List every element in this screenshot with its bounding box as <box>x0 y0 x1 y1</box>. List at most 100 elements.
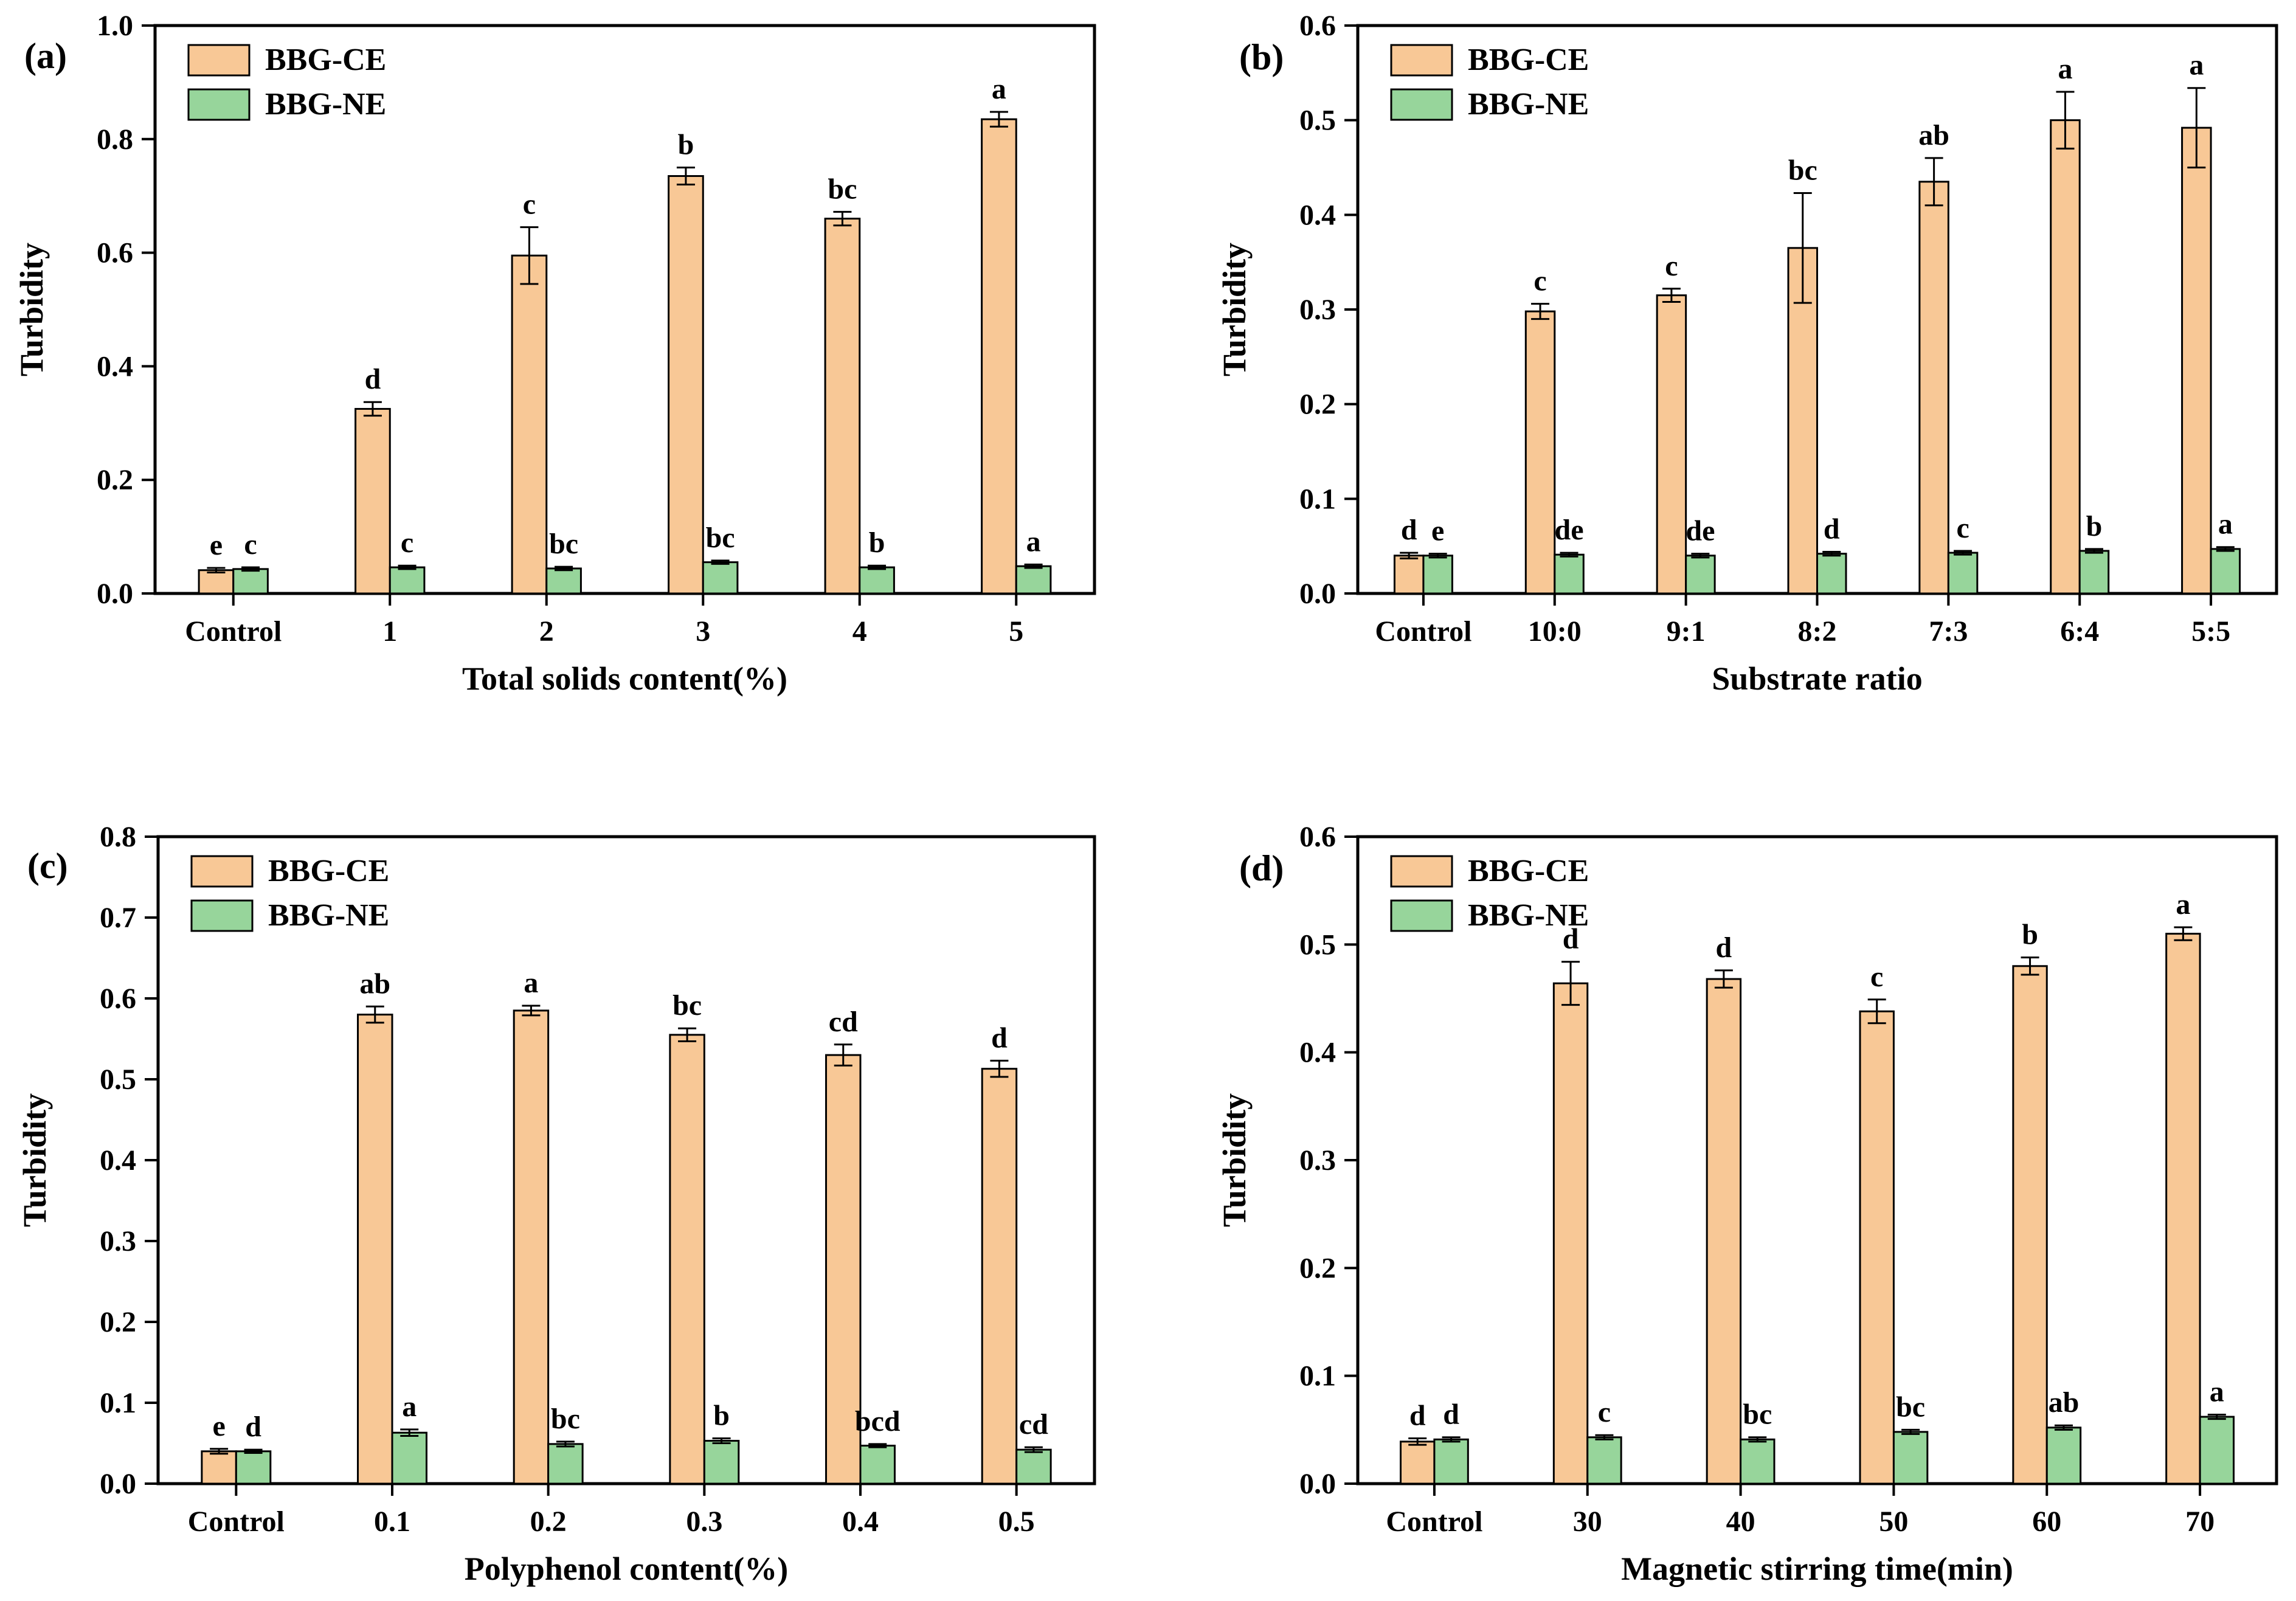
sig-letter: b <box>678 129 694 161</box>
x-tick-label: Control <box>1386 1506 1482 1538</box>
bar-bbg-ne-6:4 <box>2078 550 2110 595</box>
sig-letter: c <box>401 527 413 559</box>
bar-bbg-ne-40 <box>1740 1438 1776 1485</box>
x-axis-title: Magnetic stirring time(min) <box>1621 1551 2013 1587</box>
y-tick-label: 0.4 <box>1299 1037 1336 1069</box>
sig-letter: d <box>1443 1399 1459 1431</box>
x-axis-title: Substrate ratio <box>1712 660 1922 697</box>
sig-letter: b <box>713 1400 730 1432</box>
x-tick-label: 10:0 <box>1528 615 1582 648</box>
bar-bbg-ce-0.2 <box>513 1009 550 1485</box>
sig-letter: d <box>365 363 381 395</box>
bar-bbg-ne-5:5 <box>2210 548 2241 595</box>
bar-bbg-ce-50 <box>1859 1010 1895 1485</box>
bar-bbg-ne-70 <box>2199 1416 2235 1485</box>
panel-letter: (c) <box>27 846 68 886</box>
x-tick-label: 40 <box>1726 1506 1755 1538</box>
sig-letter: ab <box>2049 1386 2080 1419</box>
legend-swatch-bbg-ce <box>187 44 251 77</box>
legend-label-bbg-ne: BBG-NE <box>265 87 386 122</box>
x-tick-label: Control <box>1375 615 1471 648</box>
bar-bbg-ne-0.5 <box>1015 1448 1052 1485</box>
bar-bbg-ce-0.4 <box>825 1054 862 1485</box>
x-tick-label: 30 <box>1573 1506 1602 1538</box>
bar-bbg-ne-3 <box>702 561 739 595</box>
sig-letter: c <box>1870 961 1883 993</box>
sig-letter: d <box>245 1411 261 1443</box>
sig-letter: c <box>1665 250 1678 282</box>
bar-bbg-ne-control <box>235 1450 272 1485</box>
bar-bbg-ne-50 <box>1892 1431 1929 1485</box>
panel-b-substrate-ratio: (b) Turbidity 0.0 0.1 0.2 0.3 0.4 0.5 0.6 Control… <box>1148 0 2296 800</box>
y-tick-label: 0.6 <box>97 237 133 269</box>
bar-bbg-ce-1 <box>354 407 391 595</box>
sig-letter: d <box>1401 514 1417 546</box>
panel-d-stirring-time: (d) Turbidity 0.0 0.1 0.2 0.3 0.4 0.5 0.6 Control… <box>1148 800 2296 1601</box>
bar-bbg-ce-2 <box>511 254 548 595</box>
legend-label-bbg-ce: BBG-CE <box>1468 43 1589 77</box>
y-tick-label: 0.6 <box>1299 10 1336 42</box>
bar-bbg-ce-control <box>198 569 235 595</box>
sig-letter: d <box>1563 923 1579 955</box>
bar-bbg-ne-60 <box>2045 1426 2082 1485</box>
x-tick-label: 0.5 <box>998 1506 1035 1538</box>
y-tick-label: 0.8 <box>97 123 133 156</box>
bar-bbg-ce-control <box>1400 1440 1436 1485</box>
bar-bbg-ce-0.3 <box>669 1034 705 1485</box>
bar-bbg-ce-5:5 <box>2181 126 2212 595</box>
sig-letter: a <box>2210 1376 2224 1408</box>
x-tick-label: 9:1 <box>1667 615 1706 648</box>
x-axis-title: Polyphenol content(%) <box>465 1551 789 1587</box>
x-tick-label: 0.2 <box>530 1506 567 1538</box>
y-tick-label: 0.6 <box>100 983 136 1015</box>
y-tick-label: 0.8 <box>100 821 136 853</box>
bar-bbg-ce-0.1 <box>357 1014 393 1485</box>
x-tick-label: 60 <box>2032 1506 2061 1538</box>
bar-bbg-ne-30 <box>1586 1436 1622 1485</box>
sig-letter: c <box>1956 512 1969 544</box>
sig-letter: a <box>402 1391 417 1423</box>
bar-bbg-ne-5 <box>1015 565 1052 595</box>
sig-letter: a <box>2058 53 2072 85</box>
legend-label-bbg-ne: BBG-NE <box>1468 898 1589 933</box>
sig-letter: bc <box>1743 1399 1772 1431</box>
y-tick-label: 0.0 <box>1299 578 1336 610</box>
y-tick-label: 0.2 <box>100 1306 136 1338</box>
x-tick-label: 2 <box>539 615 554 648</box>
x-tick-label: Control <box>185 615 282 648</box>
x-tick-label: 1 <box>382 615 397 648</box>
y-axis-title: Turbidity <box>1216 243 1253 376</box>
sig-letter: a <box>992 73 1006 105</box>
sig-letter: a <box>1026 525 1041 558</box>
plot-frame <box>153 24 1096 595</box>
panel-letter: (a) <box>24 36 67 76</box>
sig-letter: bc <box>673 989 702 1022</box>
sig-letter: e <box>1431 515 1444 547</box>
x-tick-label: 6:4 <box>2060 615 2099 648</box>
x-tick-label: 7:3 <box>1929 615 1968 648</box>
y-tick-label: 1.0 <box>97 10 133 42</box>
plot-frame <box>1356 835 2278 1485</box>
sig-letter: b <box>869 527 885 559</box>
y-axis-title: Turbidity <box>13 243 50 376</box>
bar-bbg-ce-control <box>1393 555 1425 595</box>
y-tick-label: 0.2 <box>1299 389 1336 421</box>
sig-letter: cd <box>1019 1408 1048 1440</box>
sig-letter: bc <box>551 1403 580 1435</box>
legend-swatch-bbg-ce <box>190 855 254 888</box>
y-tick-label: 0.1 <box>1299 1360 1336 1392</box>
y-axis-title: Turbidity <box>16 1093 53 1227</box>
sig-letter: bc <box>1788 154 1817 187</box>
y-tick-label: 0.3 <box>1299 294 1336 326</box>
legend-swatch-bbg-ne <box>187 88 251 121</box>
sig-letter: c <box>1534 265 1546 297</box>
bar-bbg-ce-5 <box>981 118 1017 595</box>
bar-bbg-ce-3 <box>668 175 704 595</box>
y-tick-label: 0.5 <box>1299 105 1336 137</box>
sig-letter: c <box>523 188 536 221</box>
sig-letter: b <box>2022 919 2038 951</box>
legend-label-bbg-ce: BBG-CE <box>268 854 389 888</box>
legend-label-bbg-ce: BBG-CE <box>265 43 386 77</box>
sig-letter: ab <box>359 967 390 1000</box>
bar-bbg-ce-0.5 <box>981 1068 1018 1485</box>
